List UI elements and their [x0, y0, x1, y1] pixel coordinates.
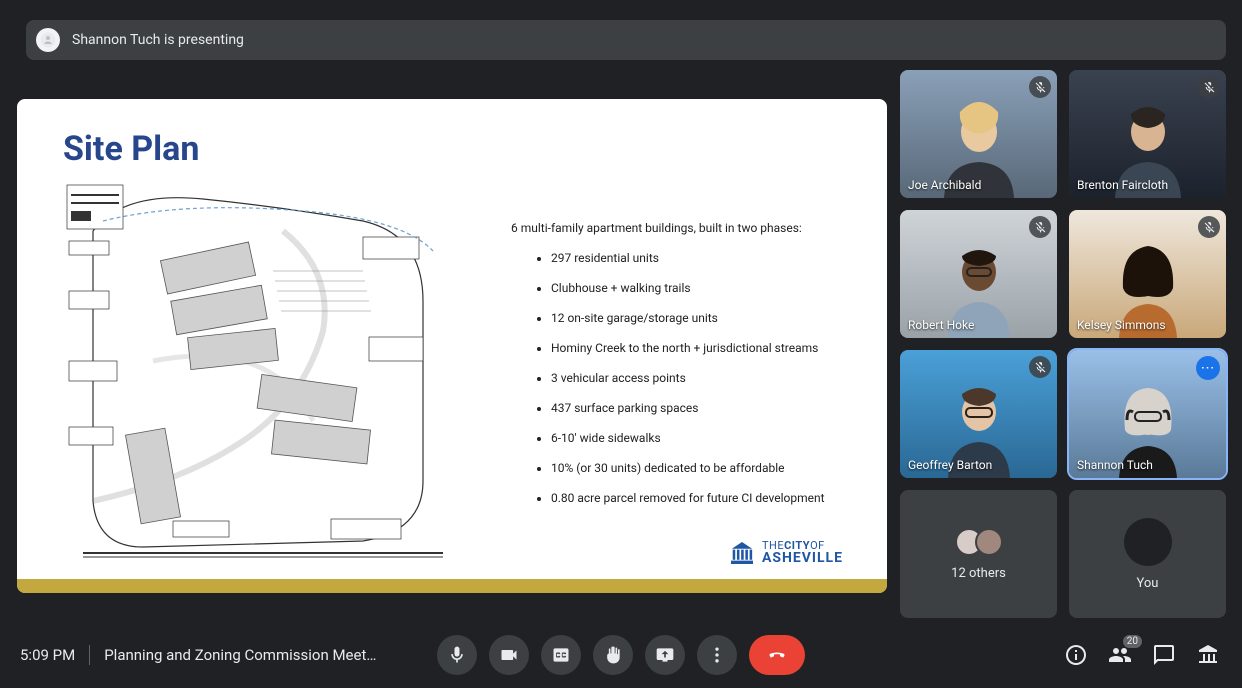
raise-hand-button[interactable]	[593, 635, 633, 675]
bottom-bar: 5:09 PM Planning and Zoning Commission M…	[0, 622, 1242, 688]
presenter-avatar	[36, 28, 60, 52]
participant-tile[interactable]: Kelsey Simmons	[1069, 210, 1226, 338]
city-hall-icon	[728, 542, 756, 564]
call-controls	[437, 635, 805, 675]
presentation-area: Site Plan	[16, 70, 888, 622]
participant-tile[interactable]: Joe Archibald	[900, 70, 1057, 198]
slide-bullet: 437 surface parking spaces	[551, 399, 871, 417]
leave-call-button[interactable]	[749, 635, 805, 675]
slide-bullet: 10% (or 30 units) dedicated to be afford…	[551, 459, 871, 477]
present-screen-button[interactable]	[645, 635, 685, 675]
slide-footer-bar	[17, 579, 887, 593]
mic-muted-icon	[1029, 76, 1051, 98]
participant-name: Joe Archibald	[908, 178, 981, 192]
participant-tile[interactable]: Robert Hoke	[900, 210, 1057, 338]
mic-muted-icon	[1198, 216, 1220, 238]
self-video-off-icon	[1124, 518, 1172, 566]
participant-name: Shannon Tuch	[1077, 458, 1153, 472]
site-plan-drawing	[63, 181, 463, 561]
slide-bullet: 297 residential units	[551, 249, 871, 267]
city-of-asheville-logo: THECITYOF ASHEVILLE	[728, 540, 843, 565]
people-panel-button[interactable]: 20	[1106, 641, 1134, 669]
mic-muted-icon	[1198, 76, 1220, 98]
chat-panel-button[interactable]	[1150, 641, 1178, 669]
participant-tile[interactable]: Geoffrey Barton	[900, 350, 1057, 478]
participant-tile[interactable]: Brenton Faircloth	[1069, 70, 1226, 198]
others-count-label: 12 others	[951, 566, 1006, 581]
others-avatar-stack	[955, 528, 1003, 556]
slide-bullet: 0.80 acre parcel removed for future CI d…	[551, 489, 871, 507]
right-actions: 20	[1062, 641, 1222, 669]
presenting-text: Shannon Tuch is presenting	[72, 32, 244, 48]
meeting-info: 5:09 PM Planning and Zoning Commission M…	[20, 645, 376, 665]
clock-time: 5:09 PM	[20, 646, 75, 664]
slide-intro: 6 multi-family apartment buildings, buil…	[511, 219, 871, 237]
mic-muted-icon	[1029, 216, 1051, 238]
mic-muted-icon	[1029, 356, 1051, 378]
slide-bullet: 12 on-site garage/storage units	[551, 309, 871, 327]
slide-bullet-list: 297 residential units Clubhouse + walkin…	[511, 249, 871, 507]
main-area: Site Plan	[16, 70, 1226, 622]
participant-name: Robert Hoke	[908, 318, 974, 332]
others-tile[interactable]: 12 others	[900, 490, 1057, 618]
slide-text-block: 6 multi-family apartment buildings, buil…	[511, 219, 871, 519]
participant-name: Kelsey Simmons	[1077, 318, 1166, 332]
logo-line2: ASHEVILLE	[762, 551, 843, 565]
participant-tile-active[interactable]: ⋯ Shannon Tuch	[1069, 350, 1226, 478]
avatar	[975, 528, 1003, 556]
self-label: You	[1137, 576, 1159, 591]
divider	[89, 645, 90, 665]
slide-bullet: Clubhouse + walking trails	[551, 279, 871, 297]
meeting-details-button[interactable]	[1062, 641, 1090, 669]
captions-button[interactable]	[541, 635, 581, 675]
camera-toggle-button[interactable]	[489, 635, 529, 675]
participants-grid: Joe Archibald Brenton Faircloth Robert H…	[900, 70, 1226, 622]
more-actions-badge[interactable]: ⋯	[1196, 356, 1220, 380]
slide-bullet: 3 vehicular access points	[551, 369, 871, 387]
mic-toggle-button[interactable]	[437, 635, 477, 675]
activities-button[interactable]	[1194, 641, 1222, 669]
self-tile[interactable]: You	[1069, 490, 1226, 618]
slide-title: Site Plan	[63, 129, 199, 169]
meeting-title: Planning and Zoning Commission Meet…	[104, 646, 376, 664]
slide-bullet: 6-10' wide sidewalks	[551, 429, 871, 447]
participant-name: Brenton Faircloth	[1077, 178, 1168, 192]
presenting-banner: Shannon Tuch is presenting	[26, 20, 1226, 60]
participant-name: Geoffrey Barton	[908, 458, 992, 472]
city-logo-text: THECITYOF ASHEVILLE	[762, 540, 843, 565]
slide-bullet: Hominy Creek to the north + jurisdiction…	[551, 339, 871, 357]
shared-slide: Site Plan	[17, 99, 887, 593]
participant-count-badge: 20	[1123, 635, 1142, 648]
more-options-button[interactable]	[697, 635, 737, 675]
